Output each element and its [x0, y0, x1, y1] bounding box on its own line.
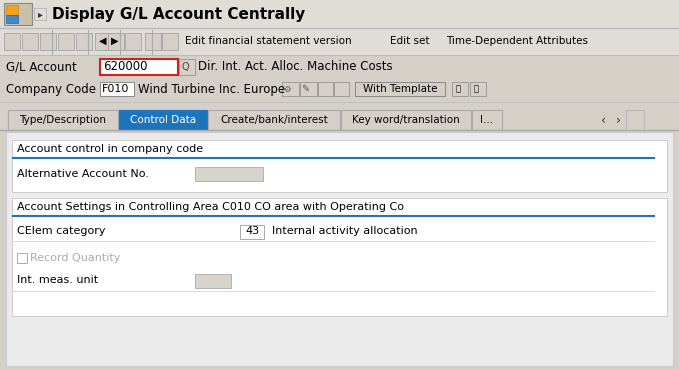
- Text: ›: ›: [615, 114, 621, 127]
- Bar: [108, 33, 124, 50]
- Text: Company Code: Company Code: [6, 83, 96, 95]
- Bar: [100, 82, 134, 96]
- Bar: [240, 225, 264, 239]
- Text: Internal activity allocation: Internal activity allocation: [272, 226, 418, 236]
- Bar: [76, 33, 92, 50]
- Text: Edit financial statement version: Edit financial statement version: [185, 36, 352, 46]
- Bar: [4, 33, 20, 50]
- Text: ⚙: ⚙: [283, 84, 291, 94]
- Text: 🗑: 🗑: [474, 84, 479, 94]
- Text: Q: Q: [181, 62, 189, 72]
- Text: F010: F010: [102, 84, 130, 94]
- Bar: [452, 82, 468, 96]
- Bar: [12, 140, 667, 192]
- Bar: [470, 82, 486, 96]
- Text: Dir. Int. Act. Alloc. Machine Costs: Dir. Int. Act. Alloc. Machine Costs: [198, 61, 392, 74]
- Bar: [0, 0, 679, 28]
- Bar: [6, 5, 18, 15]
- Text: Create/bank/interest: Create/bank/interest: [220, 115, 328, 125]
- Text: 43: 43: [245, 226, 259, 236]
- Bar: [4, 3, 32, 25]
- Bar: [22, 33, 38, 50]
- Bar: [162, 33, 178, 50]
- Text: ‹: ‹: [602, 114, 606, 127]
- Bar: [8, 110, 118, 130]
- Bar: [195, 274, 231, 288]
- Text: Record Quantity: Record Quantity: [30, 253, 120, 263]
- Bar: [208, 110, 340, 130]
- Bar: [0, 28, 679, 55]
- Bar: [6, 132, 673, 366]
- Bar: [40, 33, 56, 50]
- Text: Display G/L Account Centrally: Display G/L Account Centrally: [52, 7, 306, 21]
- Text: Int. meas. unit: Int. meas. unit: [17, 275, 98, 285]
- Text: Time-Dependent Attributes: Time-Dependent Attributes: [446, 36, 588, 46]
- Bar: [34, 8, 46, 20]
- Bar: [58, 33, 74, 50]
- Bar: [6, 15, 18, 23]
- Text: ▶: ▶: [111, 36, 119, 46]
- Bar: [12, 198, 667, 316]
- Bar: [300, 82, 317, 96]
- Text: ▸: ▸: [38, 9, 43, 19]
- Text: I...: I...: [481, 115, 494, 125]
- Bar: [334, 82, 349, 96]
- Text: CElem category: CElem category: [17, 226, 105, 236]
- Text: Account Settings in Controlling Area C010 CO area with Operating Co: Account Settings in Controlling Area C01…: [17, 202, 404, 212]
- Text: Type/Description: Type/Description: [20, 115, 107, 125]
- Bar: [119, 110, 207, 130]
- Text: With Template: With Template: [363, 84, 437, 94]
- Text: Key word/translation: Key word/translation: [352, 115, 460, 125]
- Bar: [100, 59, 178, 75]
- Bar: [195, 167, 263, 181]
- Bar: [179, 59, 195, 75]
- Text: G/L Account: G/L Account: [6, 61, 77, 74]
- Bar: [95, 33, 111, 50]
- Text: ✎: ✎: [301, 84, 309, 94]
- Bar: [145, 33, 161, 50]
- Text: 620000: 620000: [103, 61, 147, 74]
- Text: 🔒: 🔒: [456, 84, 461, 94]
- Bar: [318, 82, 333, 96]
- Text: ◀: ◀: [99, 36, 107, 46]
- Text: Alternative Account No.: Alternative Account No.: [17, 169, 149, 179]
- Bar: [355, 82, 445, 96]
- Bar: [341, 110, 471, 130]
- Text: Wind Turbine Inc. Europe: Wind Turbine Inc. Europe: [138, 83, 285, 95]
- Bar: [282, 82, 299, 96]
- Bar: [125, 33, 141, 50]
- Bar: [626, 110, 644, 130]
- Text: Edit set: Edit set: [390, 36, 430, 46]
- Text: Control Data: Control Data: [130, 115, 196, 125]
- Bar: [0, 78, 679, 102]
- Bar: [0, 55, 679, 79]
- Bar: [17, 253, 27, 263]
- Text: Account control in company code: Account control in company code: [17, 144, 203, 154]
- Bar: [472, 110, 502, 130]
